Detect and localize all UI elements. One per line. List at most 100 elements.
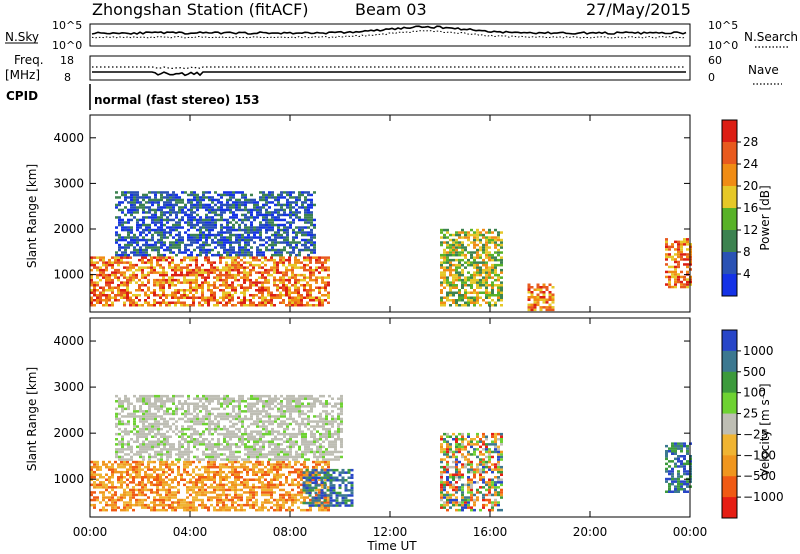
power-cell xyxy=(304,213,307,217)
vel-cell xyxy=(279,463,282,466)
power-cell xyxy=(156,284,159,287)
power-cell xyxy=(542,283,546,286)
power-cell xyxy=(225,268,228,272)
power-cell xyxy=(265,246,268,249)
vel-cell xyxy=(304,397,307,400)
power-cell xyxy=(208,251,211,254)
power-cell xyxy=(256,228,259,232)
vel-cell xyxy=(204,491,207,494)
power-cell xyxy=(476,273,479,277)
power-cell xyxy=(208,196,211,199)
power-cell xyxy=(271,196,274,199)
power-cell xyxy=(551,308,555,312)
vel-cell xyxy=(244,445,247,449)
power-cell xyxy=(235,201,238,204)
vel-cell xyxy=(130,402,133,405)
power-cell xyxy=(470,291,473,294)
vel-cell xyxy=(237,488,240,492)
power-cell xyxy=(262,198,265,202)
vel-cell xyxy=(307,415,310,418)
power-cell xyxy=(153,271,156,274)
power-cell xyxy=(186,266,189,269)
vel-cell xyxy=(252,506,255,509)
vel-cell xyxy=(268,402,271,405)
power-cell xyxy=(674,258,677,261)
power-cell xyxy=(298,253,301,257)
power-cell xyxy=(292,191,295,194)
vel-cell xyxy=(232,435,235,438)
power-cell xyxy=(250,208,253,212)
vel-cell xyxy=(295,443,298,446)
power-cell xyxy=(133,206,136,209)
vel-cell xyxy=(259,450,262,454)
power-cell xyxy=(132,271,135,274)
power-cell xyxy=(500,294,503,297)
power-cell xyxy=(229,193,232,197)
vel-cell xyxy=(307,440,310,443)
power-cell xyxy=(174,291,177,294)
power-cell xyxy=(160,236,163,239)
power-cell xyxy=(144,266,147,269)
power-cell xyxy=(175,233,178,237)
power-cell xyxy=(171,256,174,259)
power-cell xyxy=(162,266,165,269)
power-cell xyxy=(249,273,252,277)
vel-cell xyxy=(300,508,303,512)
vel-cell xyxy=(277,407,280,411)
vel-cell xyxy=(204,488,207,492)
power-cell xyxy=(96,289,99,292)
vel-cell xyxy=(193,445,196,449)
vel-cell xyxy=(114,503,117,507)
vel-cell xyxy=(247,402,250,405)
vel-cell xyxy=(168,496,171,499)
power-cell xyxy=(132,299,135,302)
vel-cell xyxy=(159,493,162,497)
power-cell xyxy=(267,281,270,284)
power-cell xyxy=(261,261,264,264)
vel-cell xyxy=(120,476,123,479)
vel-cell xyxy=(121,455,124,459)
power-cell xyxy=(285,294,288,297)
power-cell xyxy=(150,304,153,307)
vel-cell xyxy=(228,481,231,484)
vel-cell xyxy=(163,405,166,408)
vel-cell xyxy=(201,503,204,507)
power-cell xyxy=(159,256,162,259)
vel-cell xyxy=(292,400,295,403)
power-cell xyxy=(294,299,297,302)
vel-cell xyxy=(136,438,139,441)
power-cell xyxy=(196,228,199,232)
vel-cell xyxy=(228,498,231,502)
power-cell xyxy=(135,273,138,277)
power-cell xyxy=(443,241,446,244)
power-cell xyxy=(223,246,226,249)
power-cell xyxy=(151,203,154,207)
vel-cell xyxy=(178,402,181,405)
power-cell xyxy=(286,198,289,202)
power-cell xyxy=(123,296,126,299)
power-cell xyxy=(232,241,235,244)
power-cell xyxy=(458,291,461,294)
power-cell xyxy=(187,233,190,237)
vel-cell xyxy=(304,450,307,454)
vel-cell xyxy=(195,493,198,497)
vel-cell xyxy=(193,430,196,433)
power-cell xyxy=(321,281,324,284)
vel-cell xyxy=(259,448,262,451)
power-cell xyxy=(491,276,494,279)
power-cell xyxy=(162,281,165,284)
vel-cell xyxy=(115,415,118,418)
power-cell xyxy=(121,193,124,197)
vel-cell xyxy=(148,415,151,418)
vel-cell xyxy=(117,476,120,479)
vel-cell xyxy=(280,450,283,454)
power-cell xyxy=(186,271,189,274)
power-cell xyxy=(446,291,449,294)
power-cell xyxy=(446,256,449,259)
power-cell xyxy=(470,253,473,257)
vel-cell xyxy=(234,501,237,504)
power-cell xyxy=(677,253,680,256)
power-colorbar-tick-label: 24 xyxy=(743,157,758,171)
power-cell xyxy=(145,253,148,257)
vel-cell xyxy=(150,491,153,494)
